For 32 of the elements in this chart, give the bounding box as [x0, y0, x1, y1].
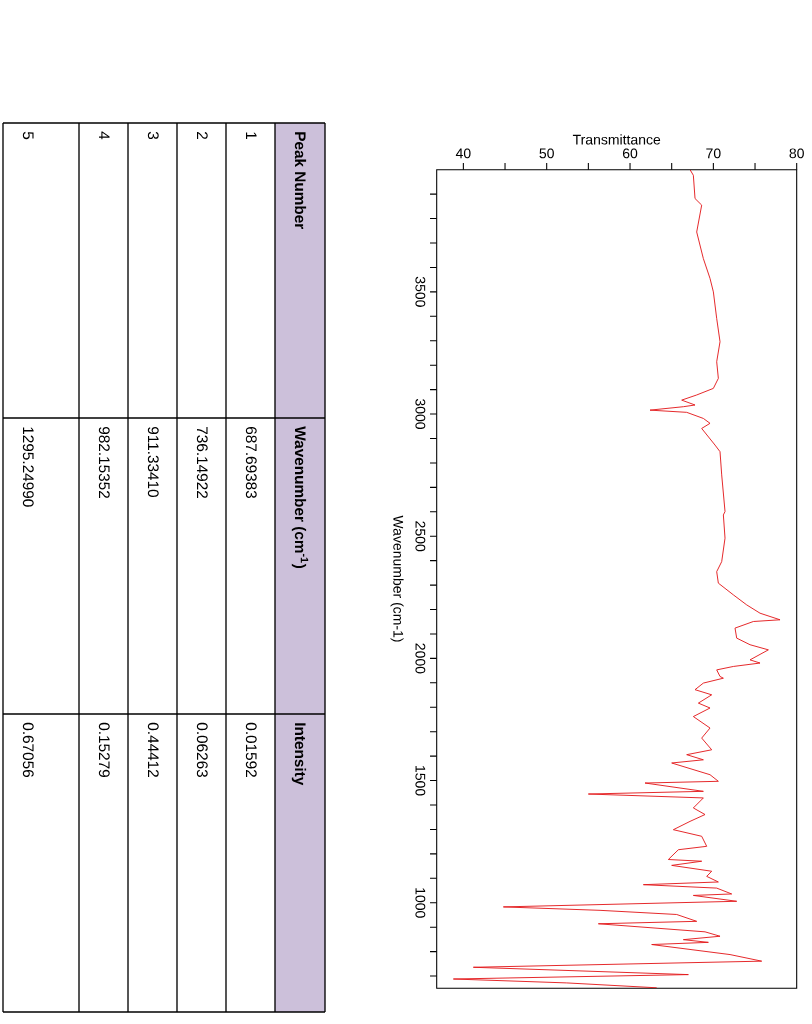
- text: 4: [99, 131, 110, 140]
- x-tick-label: 40: [455, 148, 471, 159]
- line-series: [452, 169, 781, 989]
- y-tick-label: 2000: [415, 643, 426, 674]
- y-tick-label: 1000: [415, 888, 426, 918]
- text: 0.44412: [147, 722, 159, 777]
- x-axis-title: Transmittance: [572, 134, 661, 145]
- text: 5: [22, 131, 34, 140]
- y-tick-label: 2500: [415, 521, 426, 552]
- x-tick-label: 60: [622, 148, 638, 159]
- text: Peak Number: [294, 132, 307, 229]
- text: 736.14922: [196, 427, 208, 498]
- x-tick-label: 80: [789, 148, 804, 159]
- x-tick-label: 70: [706, 148, 721, 159]
- text: 0.01592: [245, 722, 257, 777]
- text: 687.69383: [245, 427, 257, 499]
- text: 3: [147, 131, 159, 140]
- text: 0.67056: [22, 722, 34, 777]
- x-tick-label: 50: [539, 148, 554, 159]
- text: 0.15279: [98, 722, 110, 777]
- text: 911.33410: [147, 426, 159, 497]
- text: 0.06263: [196, 722, 208, 777]
- text: 1295.24990: [22, 427, 34, 507]
- y-tick-label: 3000: [415, 398, 426, 430]
- text: 2: [197, 132, 208, 140]
- y-tick-label: 3500: [415, 276, 426, 307]
- y-tick-label: 1500: [415, 766, 426, 796]
- text: Intensity: [291, 723, 307, 786]
- text: 1: [246, 132, 257, 140]
- text: 982.15352: [98, 426, 110, 498]
- text: Wavenumber (cm$^{-1}$): [291, 426, 309, 569]
- y-axis-title: Wavenumber (cm-1): [390, 515, 404, 642]
